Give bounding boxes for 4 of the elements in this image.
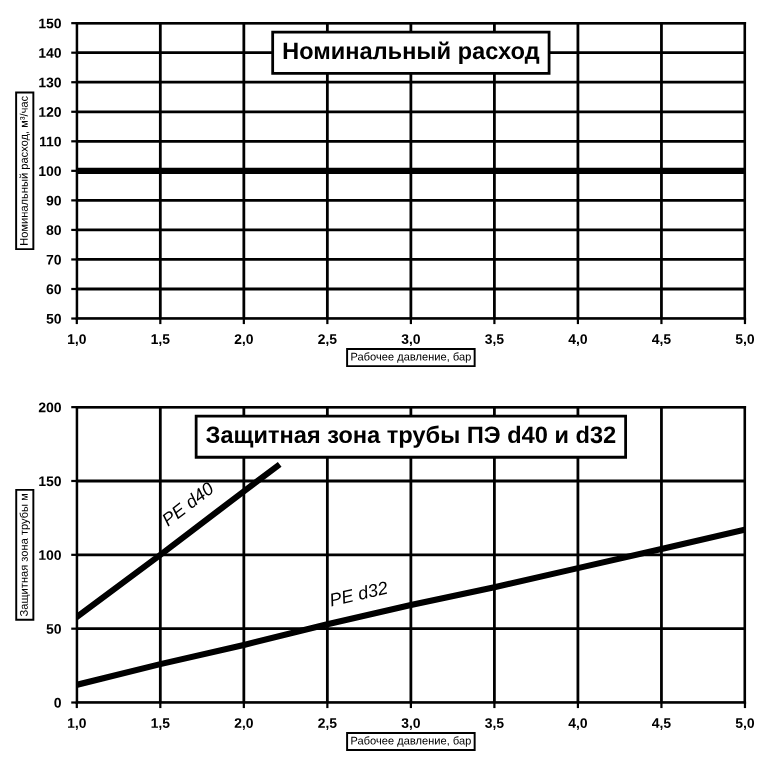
text: Номинальный расход [283, 41, 540, 64]
text: PE d32 [328, 580, 389, 607]
text: PE d40 [160, 480, 216, 527]
text: Защитная зона трубы ПЭ d40 и d32 [206, 425, 616, 448]
